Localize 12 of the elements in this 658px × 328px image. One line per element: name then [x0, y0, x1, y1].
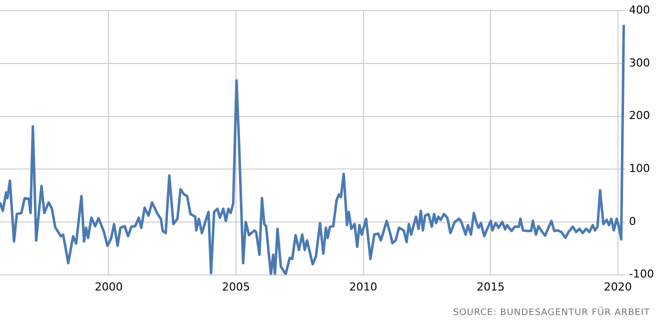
y-tick-label: 300 — [629, 56, 650, 70]
y-tick-label: -100 — [629, 268, 654, 281]
x-tick-label: 2005 — [222, 280, 250, 294]
source-note: SOURCE: BUNDESAGENTUR FÜR ARBEIT — [453, 308, 650, 318]
x-tick-label: 2015 — [476, 280, 505, 294]
y-tick-label: 100 — [629, 162, 650, 175]
y-tick-label: 400 — [629, 3, 650, 16]
x-tick-label: 2000 — [94, 280, 123, 294]
x-tick-label: 2020 — [604, 280, 632, 294]
y-tick-label: 200 — [629, 109, 650, 122]
y-tick-label: 0 — [629, 214, 636, 228]
x-tick-label: 2010 — [349, 280, 378, 294]
